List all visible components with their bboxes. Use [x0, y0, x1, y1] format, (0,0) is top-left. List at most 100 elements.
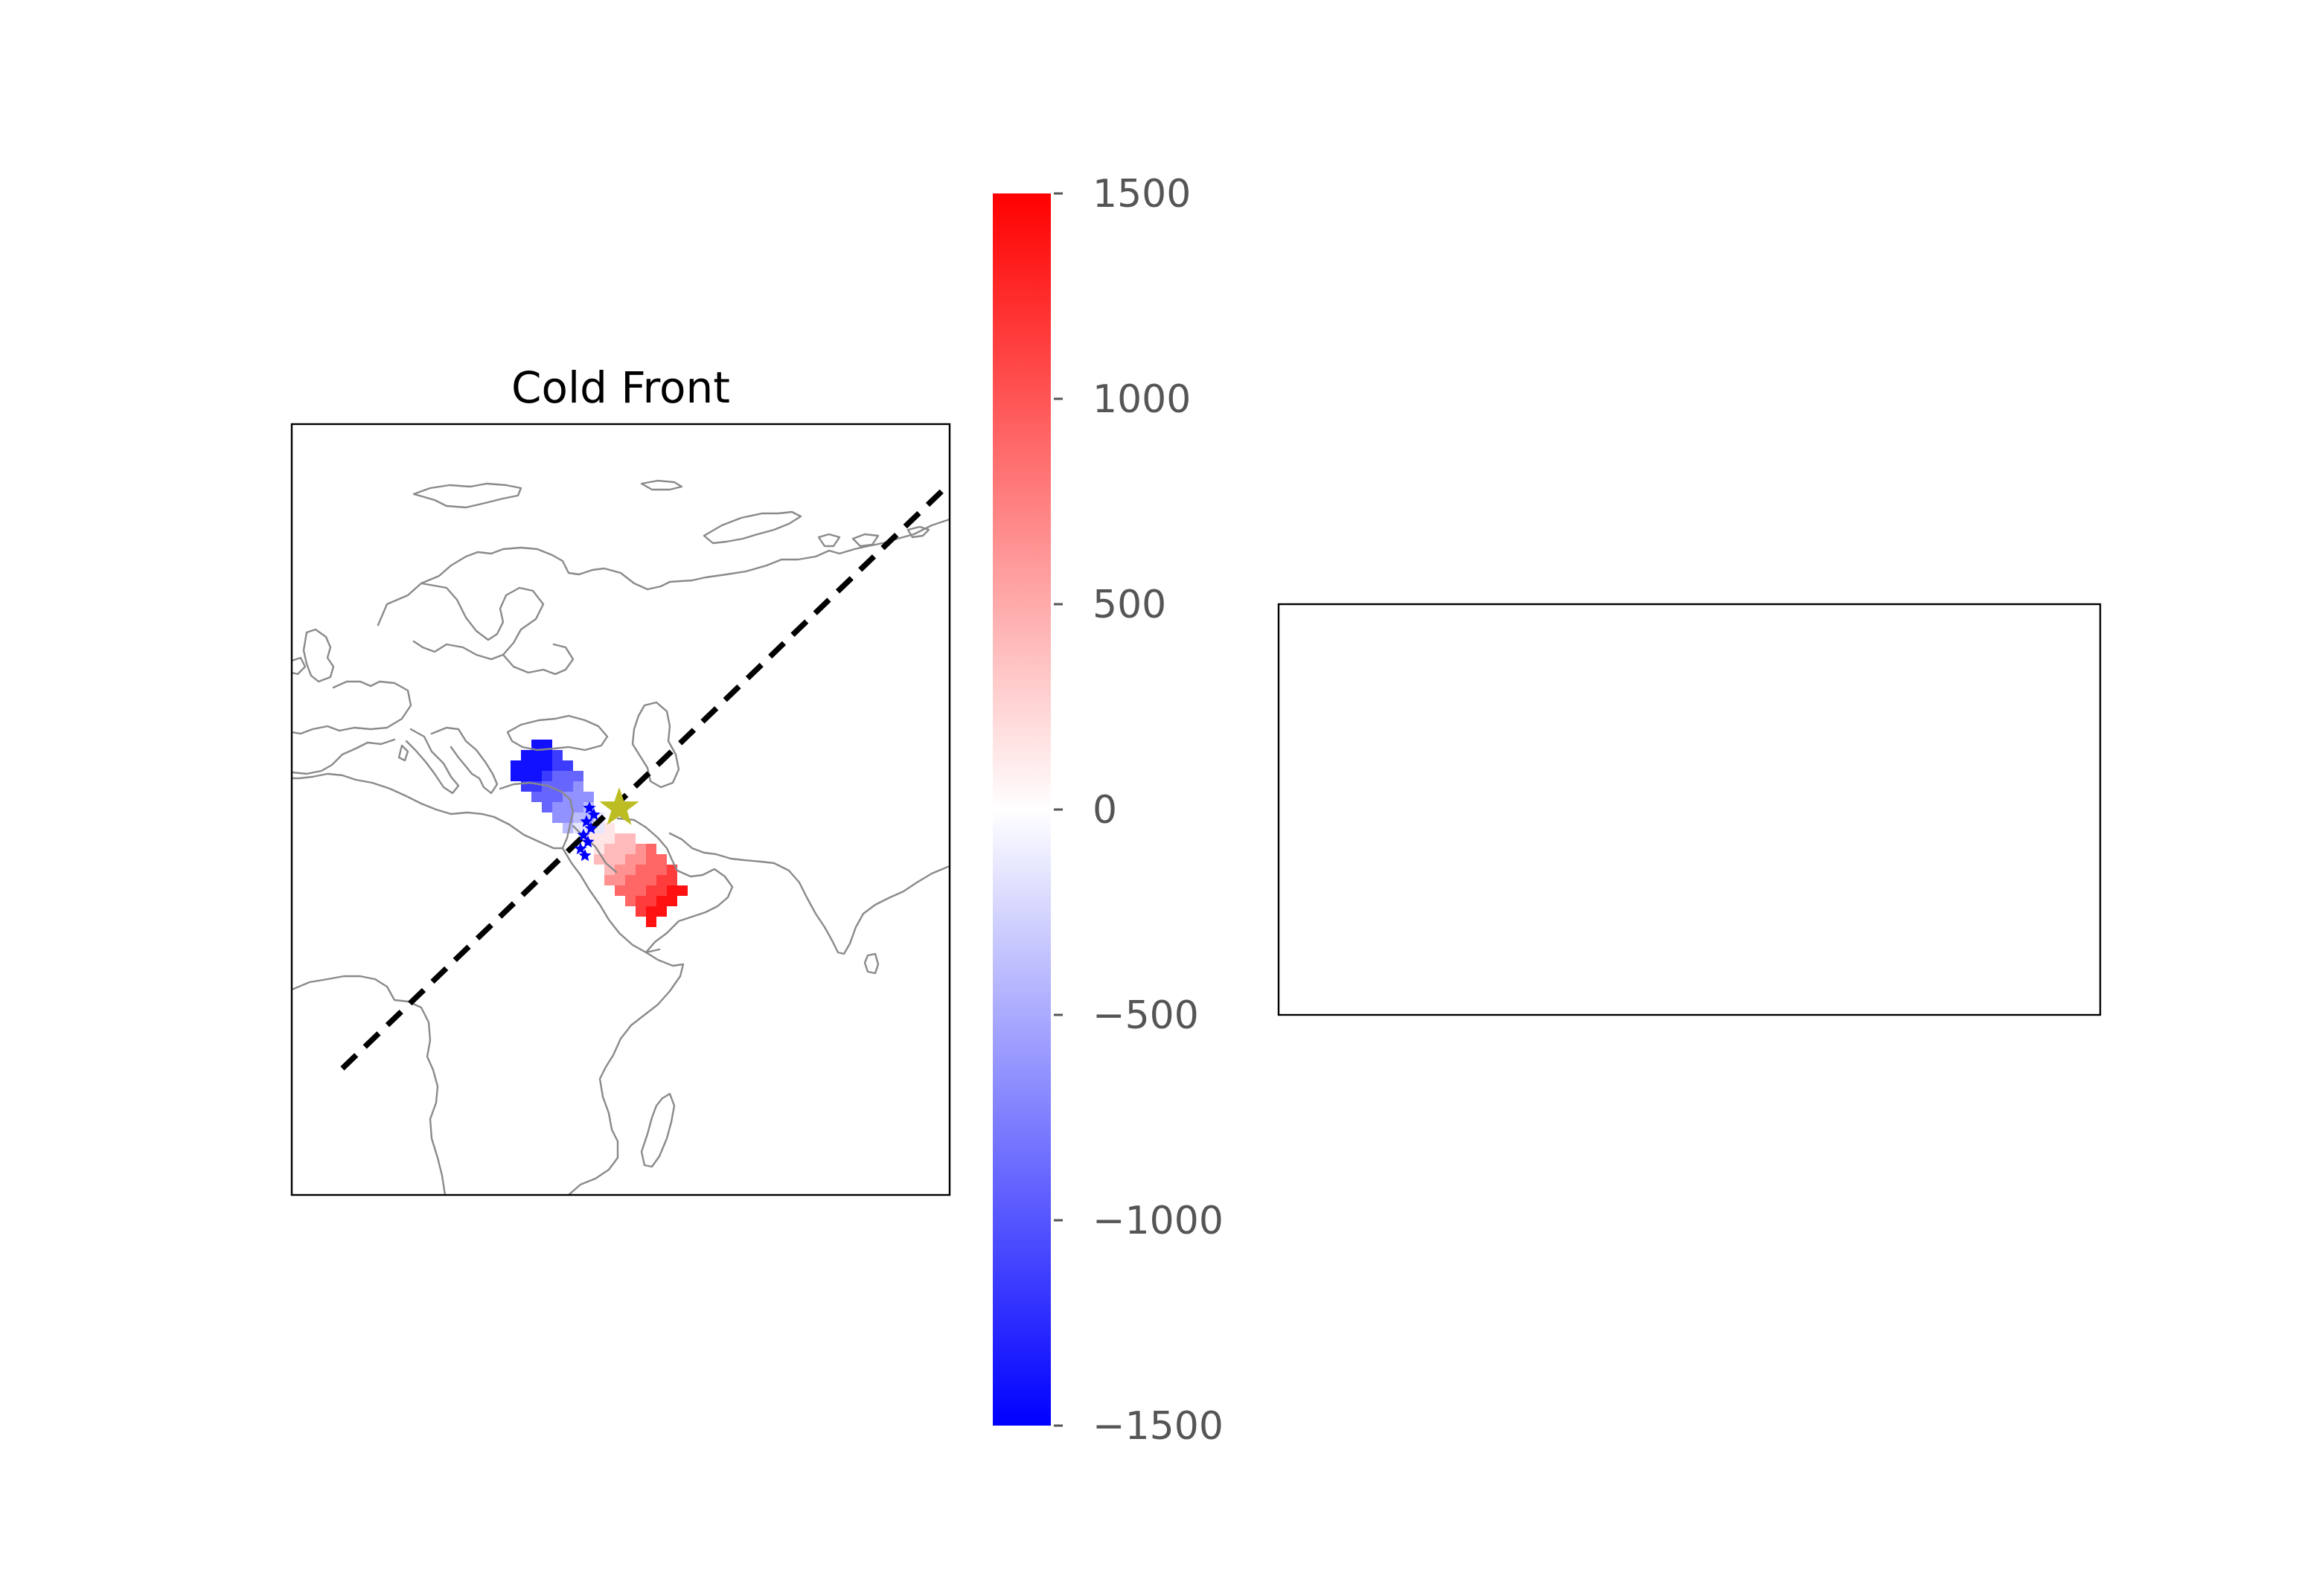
station-star-marker — [583, 801, 596, 814]
heatmap-cell — [604, 844, 615, 854]
heatmap-cell — [636, 844, 646, 854]
heatmap-cell — [573, 823, 583, 833]
heatmap-cell — [646, 906, 656, 917]
heatmap-cell — [625, 865, 636, 875]
center-star-marker — [599, 787, 639, 825]
heatmap-cell — [542, 771, 552, 781]
heatmap-cell — [636, 865, 646, 875]
cold-front-line — [340, 481, 950, 1071]
colorbar-tick-label: 0 — [1093, 788, 1117, 833]
colorbar-tick-label: −1500 — [1093, 1404, 1224, 1449]
heatmap-cell — [531, 760, 542, 771]
heatmap-cell — [573, 771, 583, 781]
heatmap-cell — [646, 875, 656, 885]
heatmap-cell — [667, 885, 677, 896]
colorbar-tick-label: 1000 — [1093, 377, 1191, 422]
heatmap-cell — [542, 760, 552, 771]
heatmap-cell — [656, 865, 667, 875]
heatmap-cell — [646, 865, 656, 875]
station-star-marker — [584, 821, 598, 834]
heatmap-cell — [656, 854, 667, 865]
heatmap-cell — [521, 760, 531, 771]
heatmap-cell — [636, 854, 646, 865]
heatmap-cell — [656, 906, 667, 917]
heatmap-cell — [625, 896, 636, 906]
heatmap-cell — [625, 844, 636, 854]
heatmap-cell — [636, 896, 646, 906]
heatmap-cell — [511, 771, 521, 781]
colorbar-tick-label: −1000 — [1093, 1199, 1224, 1243]
heatmap-cell — [625, 854, 636, 865]
heatmap-cell — [604, 823, 615, 833]
heatmap-cell — [656, 885, 667, 896]
heatmap-cell — [552, 802, 563, 813]
heatmap-cell — [646, 917, 656, 927]
heatmap-cell — [604, 854, 615, 865]
heatmap-cell — [615, 865, 625, 875]
heatmap-cell — [615, 844, 625, 854]
heatmap-cell — [573, 781, 583, 792]
heatmap-cell — [552, 771, 563, 781]
secondary-panel — [1277, 603, 2102, 1016]
station-star-marker — [574, 842, 587, 855]
heatmap-cell — [646, 844, 656, 854]
heatmap-cell — [563, 760, 573, 771]
heatmap-cell — [625, 875, 636, 885]
heatmap-cell — [531, 740, 542, 750]
heatmap-cell — [625, 833, 636, 844]
heatmap-cell — [552, 813, 563, 823]
heatmap-cell — [656, 896, 667, 906]
heatmap-cell — [636, 885, 646, 896]
heatmap-cell — [604, 875, 615, 885]
coastlines — [292, 479, 950, 1195]
station-star-marker — [587, 808, 601, 821]
heatmap-cell — [594, 833, 604, 844]
colorbar-tick-label: 500 — [1093, 583, 1166, 627]
heatmap-cell — [625, 885, 636, 896]
heatmap-cell — [615, 854, 625, 865]
heatmap-cell — [542, 802, 552, 813]
heatmap-cell — [615, 833, 625, 844]
heatmap-cell — [615, 885, 625, 896]
heatmap-cell — [636, 906, 646, 917]
heatmap-cell — [542, 792, 552, 802]
heatmap-cell — [552, 792, 563, 802]
heatmap-cell — [521, 750, 531, 760]
heatmap-cell — [636, 875, 646, 885]
colorbar-tick-label: −500 — [1093, 993, 1199, 1038]
heatmap-cell — [542, 740, 552, 750]
station-star-marker — [580, 815, 593, 827]
station-star-marker — [578, 849, 592, 862]
heatmap-cell — [531, 771, 542, 781]
heatmap-cell — [604, 865, 615, 875]
map-title: Cold Front — [511, 362, 730, 413]
heatmap-cell — [656, 875, 667, 885]
station-star-marker — [577, 828, 590, 841]
heatmap-cell — [594, 844, 604, 854]
heatmap-cell — [667, 896, 677, 906]
colorbar-tick-label: 1500 — [1093, 172, 1191, 217]
heatmap-cell — [573, 813, 583, 823]
heatmap-cell — [583, 792, 594, 802]
heatmap-cell — [552, 760, 563, 771]
heatmap-cell — [667, 875, 677, 885]
heatmap-cell — [573, 802, 583, 813]
map-panel: Cold Front — [290, 362, 951, 1196]
heatmap-cell — [542, 750, 552, 760]
heatmap-cell — [531, 792, 542, 802]
heatmap-cell — [646, 896, 656, 906]
heatmap-cell — [615, 875, 625, 885]
heatmap-cell — [563, 771, 573, 781]
heatmap-cell — [521, 771, 531, 781]
heatmap-cell — [646, 885, 656, 896]
colorbar-gradient — [993, 193, 1051, 1426]
heatmap-cell — [563, 781, 573, 792]
map-frame — [290, 423, 951, 1196]
heatmap-cell — [511, 760, 521, 771]
station-star-marker — [581, 835, 595, 847]
heatmap-cell — [604, 833, 615, 844]
heatmap-cell — [531, 750, 542, 760]
heatmap-cell — [677, 885, 688, 896]
heatmap-cell — [573, 792, 583, 802]
